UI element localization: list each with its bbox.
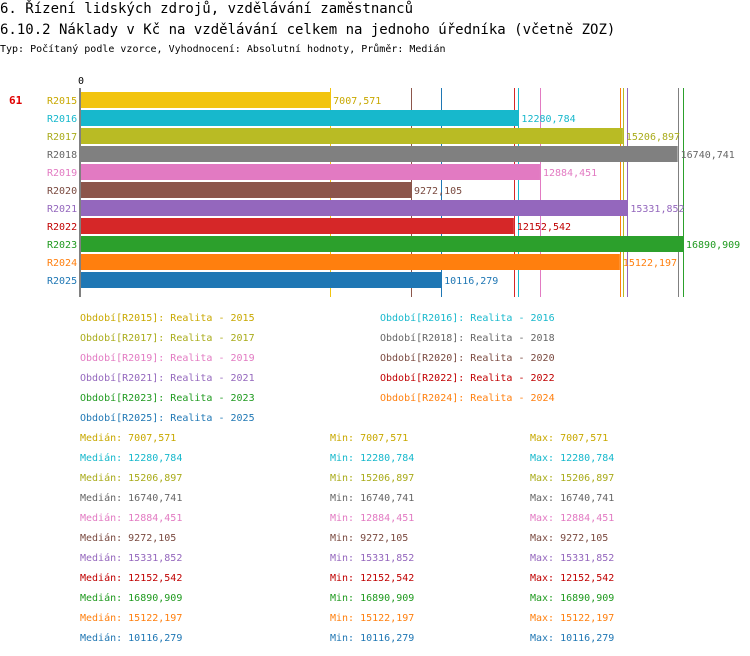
legend-item: Období[R2016]: Realita - 2016 [380,313,555,324]
bar [81,218,514,234]
stat-median: Medián: 9272,105 [80,533,177,544]
stat-min: Min: 9272,105 [330,533,409,544]
stat-min: Min: 15331,852 [330,553,415,564]
stat-max: Max: 10116,279 [530,633,615,644]
stat-min: Min: 16890,909 [330,593,415,604]
legend-item: Období[R2019]: Realita - 2019 [80,353,255,364]
rank-number: 61 [9,94,23,107]
stat-median: Medián: 15122,197 [80,613,183,624]
legend-item: Období[R2018]: Realita - 2018 [380,333,555,344]
stat-min: Min: 10116,279 [330,633,415,644]
stat-max: Max: 7007,571 [530,433,609,444]
legend-item: Období[R2025]: Realita - 2025 [80,413,255,424]
category-label: R2019 [47,168,77,179]
legend-item: Období[R2024]: Realita - 2024 [380,393,555,404]
category-label: R2023 [47,240,77,251]
value-label: 16890,909 [686,240,740,251]
value-label: 10116,279 [444,276,498,287]
legend-item: Období[R2021]: Realita - 2021 [80,373,255,384]
stat-median: Medián: 10116,279 [80,633,183,644]
stat-min: Min: 15206,897 [330,473,415,484]
legend-item: Období[R2020]: Realita - 2020 [380,353,555,364]
category-label: R2020 [47,186,77,197]
bar [81,182,412,198]
axis-zero-label: 0 [78,76,84,87]
legend-item: Období[R2015]: Realita - 2015 [80,313,255,324]
page-title: 6. Řízení lidských zdrojů, vzdělávání za… [0,1,414,17]
stat-min: Min: 7007,571 [330,433,409,444]
stat-max: Max: 15122,197 [530,613,615,624]
stat-min: Min: 12280,784 [330,453,415,464]
stat-max: Max: 16890,909 [530,593,615,604]
value-label: 15331,852 [630,204,684,215]
value-label: 15206,897 [626,132,680,143]
legend-item: Období[R2022]: Realita - 2022 [380,373,555,384]
stat-max: Max: 15206,897 [530,473,615,484]
value-label: 15122,197 [623,258,677,269]
bar [81,110,519,126]
bar [81,128,623,144]
category-label: R2024 [47,258,77,269]
stat-median: Medián: 7007,571 [80,433,177,444]
stat-max: Max: 16740,741 [530,493,615,504]
stat-median: Medián: 15331,852 [80,553,183,564]
value-label: 12152,542 [517,222,571,233]
legend-item: Období[R2023]: Realita - 2023 [80,393,255,404]
stat-min: Min: 16740,741 [330,493,415,504]
bar [81,164,540,180]
stat-median: Medián: 16890,909 [80,593,183,604]
stat-median: Medián: 12280,784 [80,453,183,464]
value-label: 12884,451 [543,168,597,179]
category-label: R2017 [47,132,77,143]
legend-item: Období[R2017]: Realita - 2017 [80,333,255,344]
stat-max: Max: 12152,542 [530,573,615,584]
value-label: 7007,571 [333,96,381,107]
bar [81,92,331,108]
stat-max: Max: 9272,105 [530,533,609,544]
bar [81,272,442,288]
category-label: R2015 [47,96,77,107]
stat-median: Medián: 16740,741 [80,493,183,504]
category-label: R2022 [47,222,77,233]
category-label: R2016 [47,114,77,125]
chart-type-line: Typ: Počítaný podle vzorce, Vyhodnocení:… [0,44,446,55]
bar [81,254,620,270]
category-label: R2018 [47,150,77,161]
stat-min: Min: 15122,197 [330,613,415,624]
category-label: R2021 [47,204,77,215]
category-label: R2025 [47,276,77,287]
stat-max: Max: 12884,451 [530,513,615,524]
stat-median: Medián: 12884,451 [80,513,183,524]
bar [81,236,684,252]
stat-max: Max: 15331,852 [530,553,615,564]
value-label: 12280,784 [521,114,575,125]
bar [81,200,628,216]
stat-min: Min: 12884,451 [330,513,415,524]
chart-title: 6.10.2 Náklady v Kč na vzdělávání celkem… [0,22,616,38]
value-label: 9272,105 [414,186,462,197]
value-label: 16740,741 [681,150,735,161]
bar [81,146,678,162]
stat-median: Medián: 15206,897 [80,473,183,484]
stat-min: Min: 12152,542 [330,573,415,584]
stat-median: Medián: 12152,542 [80,573,183,584]
stat-max: Max: 12280,784 [530,453,615,464]
